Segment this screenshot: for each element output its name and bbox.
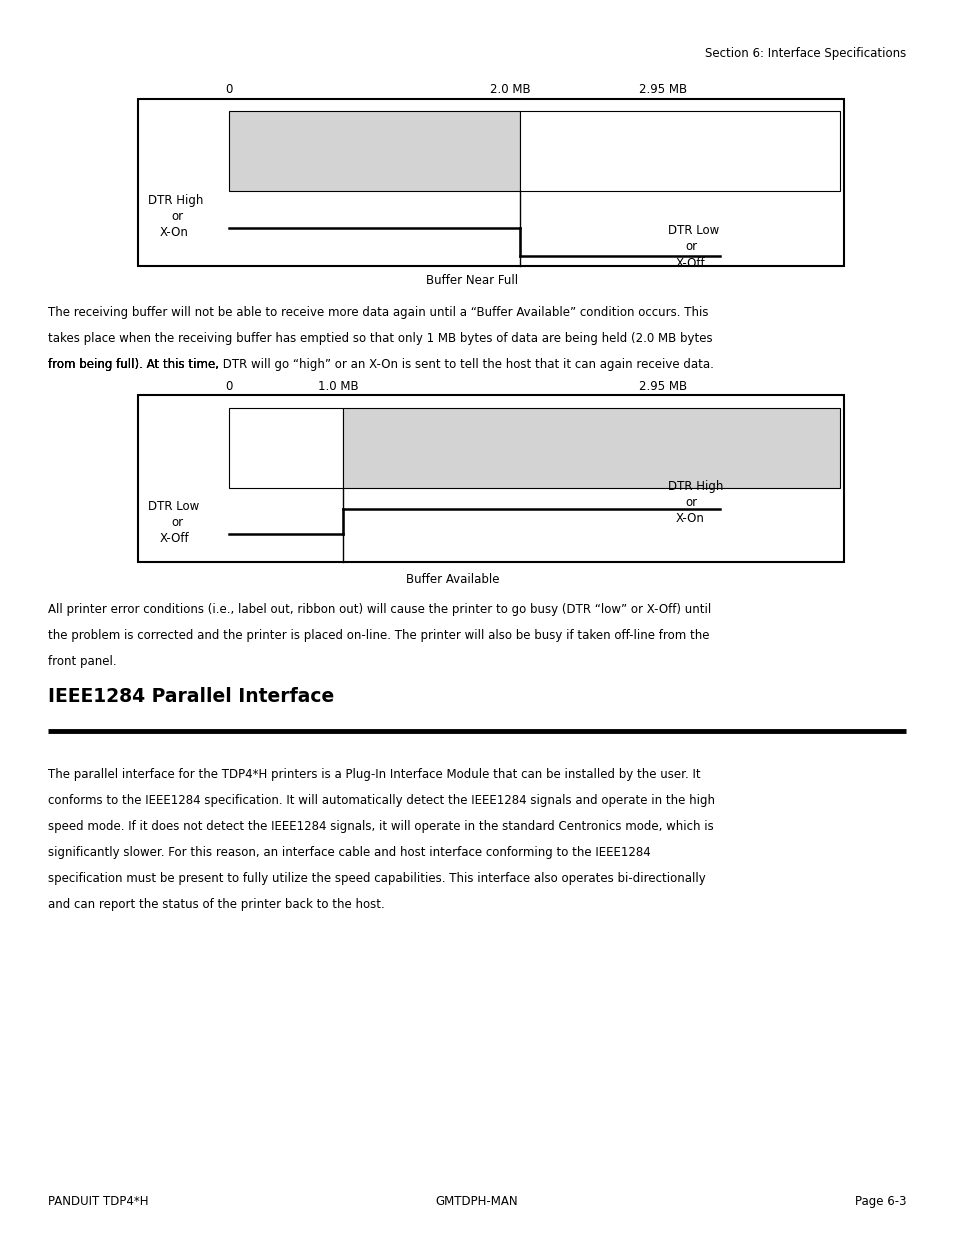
Text: conforms to the IEEE1284 specification. It will automatically detect the IEEE128: conforms to the IEEE1284 specification. … [48,794,714,808]
Text: GMTDPH-MAN: GMTDPH-MAN [436,1194,517,1208]
Text: 1.0 MB: 1.0 MB [318,379,358,393]
Text: X-On: X-On [675,513,703,525]
Text: All printer error conditions (i.e., label out, ribbon out) will cause the printe: All printer error conditions (i.e., labe… [48,603,710,616]
Text: or: or [172,210,184,222]
Text: Page 6-3: Page 6-3 [854,1194,905,1208]
Text: Section 6: Interface Specifications: Section 6: Interface Specifications [704,47,905,61]
Text: X-Off: X-Off [159,532,189,545]
Text: DTR Low: DTR Low [667,225,719,237]
Text: DTR Low: DTR Low [148,500,199,513]
Text: 0: 0 [225,83,233,96]
Text: 0: 0 [225,379,233,393]
Bar [229,408,343,488]
Text: DTR High: DTR High [667,480,722,493]
Text: X-Off: X-Off [675,257,704,269]
Text: The parallel interface for the TDP4*H printers is a Plug-In Interface Module tha: The parallel interface for the TDP4*H pr… [48,768,700,782]
Text: from being full). At this time,: from being full). At this time, [48,358,222,372]
Text: the problem is corrected and the printer is placed on-line. The printer will als: the problem is corrected and the printer… [48,629,708,642]
Text: Buffer Near Full: Buffer Near Full [426,274,517,288]
Bar [138,395,843,562]
Text: 2.95 MB: 2.95 MB [639,379,686,393]
Text: takes place when the receiving buffer has emptied so that only 1 MB bytes of dat: takes place when the receiving buffer ha… [48,332,712,346]
Text: X-On: X-On [159,226,188,238]
Text: and can report the status of the printer back to the host.: and can report the status of the printer… [48,898,384,911]
Text: DTR High: DTR High [148,194,203,206]
Text: speed mode. If it does not detect the IEEE1284 signals, it will operate in the s: speed mode. If it does not detect the IE… [48,820,713,834]
Text: PANDUIT TDP4*H: PANDUIT TDP4*H [48,1194,148,1208]
Text: IEEE1284 Parallel Interface: IEEE1284 Parallel Interface [48,688,334,706]
Text: or: or [172,516,184,529]
Bar [519,111,839,191]
Bar [229,111,519,191]
Bar [343,408,839,488]
Text: or: or [684,496,697,509]
Text: 2.95 MB: 2.95 MB [639,83,686,96]
Text: from being full). At this time, DTR will go “high” or an X-On is sent to tell th: from being full). At this time, DTR will… [48,358,713,372]
Text: front panel.: front panel. [48,655,116,668]
Text: significantly slower. For this reason, an interface cable and host interface con: significantly slower. For this reason, a… [48,846,650,860]
Text: or: or [684,241,697,253]
Text: Buffer Available: Buffer Available [406,573,499,587]
Text: from being full). At this time,: from being full). At this time, [48,358,222,372]
Bar [138,99,843,266]
Text: specification must be present to fully utilize the speed capabilities. This inte: specification must be present to fully u… [48,872,704,885]
Text: The receiving buffer will not be able to receive more data again until a “Buffer: The receiving buffer will not be able to… [48,306,707,320]
Text: 2.0 MB: 2.0 MB [490,83,530,96]
